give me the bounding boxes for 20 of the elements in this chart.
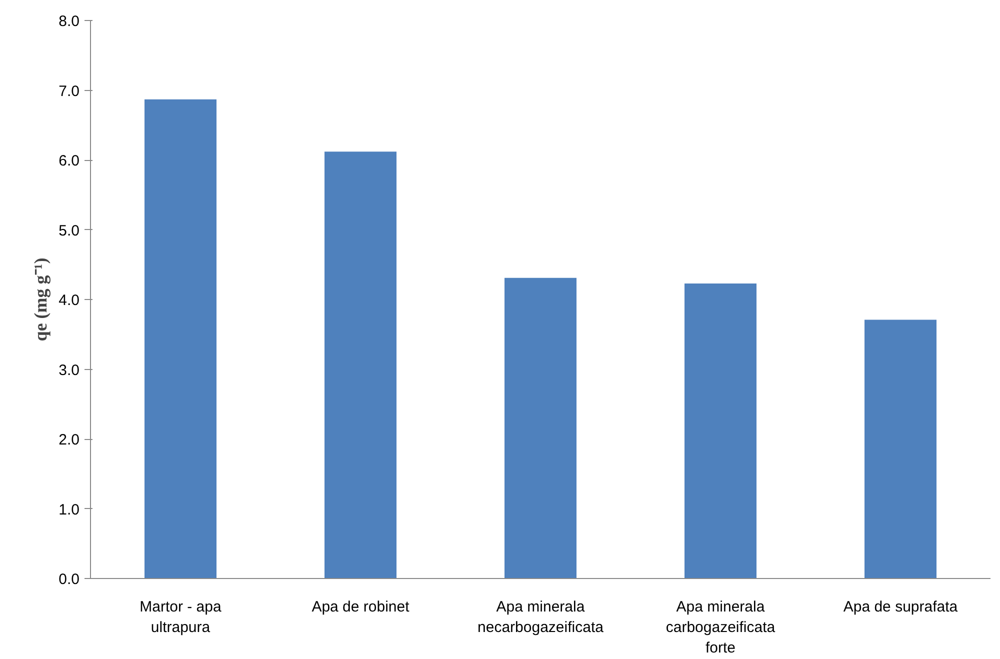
y-tick-label: 3.0 (58, 362, 80, 379)
y-tick-label: 8.0 (58, 13, 80, 30)
x-tick-label: Apa minerala necarbogazeificata (478, 598, 604, 636)
y-tick-label: 6.0 (58, 152, 80, 170)
x-tick-label: Apa de robinet (312, 598, 410, 616)
y-tick-label: 2.0 (58, 432, 80, 448)
y-tick-label: 5.0 (58, 222, 80, 240)
x-tick-label: Martor - apa ultrapura (140, 598, 222, 636)
y-tick-label: 1.0 (58, 501, 80, 518)
bar (324, 152, 396, 578)
y-tick-label: 4.0 (58, 292, 80, 309)
bar (504, 278, 576, 578)
x-tick-label: Apa de suprafata (843, 598, 958, 616)
bar (864, 320, 936, 578)
bar (144, 99, 216, 578)
y-tick-label: 7.0 (58, 82, 80, 100)
y-axis-title: qe (mg g⁻¹) (30, 258, 51, 342)
x-tick-label: Apa minerala carbogazeificata forte (666, 598, 776, 656)
y-tick-label: 0.0 (58, 571, 80, 588)
bar (684, 283, 756, 578)
